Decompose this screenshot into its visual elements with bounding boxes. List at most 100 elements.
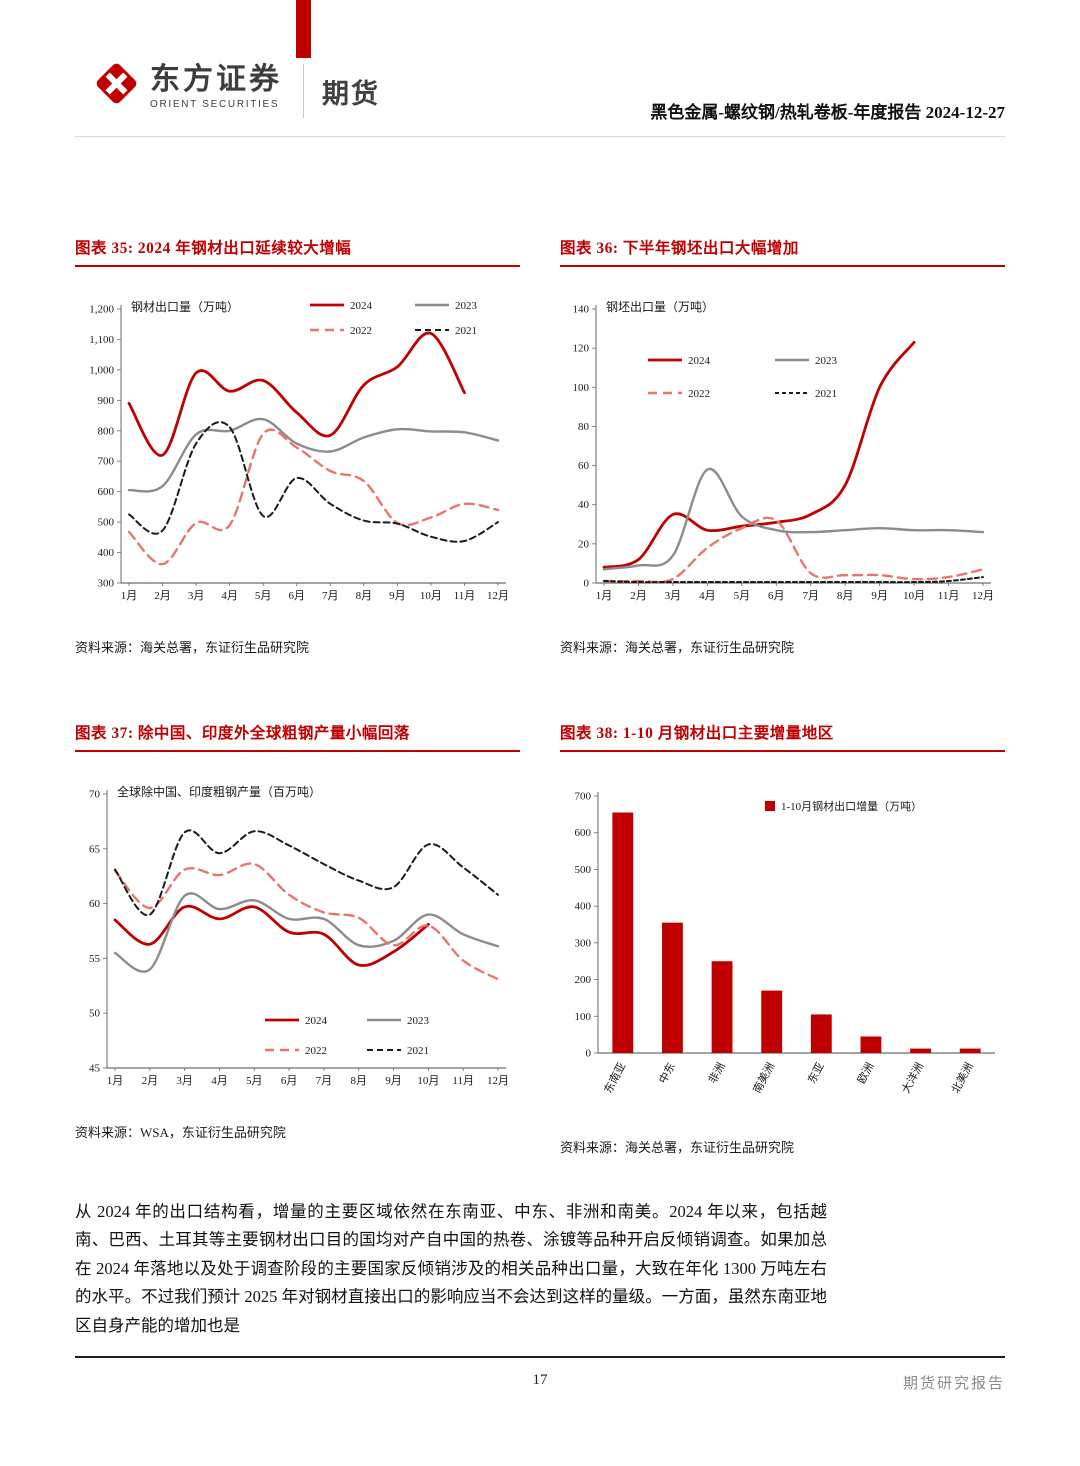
svg-text:8月: 8月 (356, 590, 373, 602)
svg-text:2022: 2022 (688, 388, 710, 400)
svg-text:2022: 2022 (305, 1045, 327, 1057)
section-label: 期货 (322, 79, 380, 109)
svg-text:钢材出口量（万吨）: 钢材出口量（万吨） (131, 300, 239, 314)
svg-text:9月: 9月 (385, 1075, 402, 1087)
svg-text:6月: 6月 (768, 590, 785, 602)
svg-text:7月: 7月 (802, 590, 819, 602)
svg-text:1,100: 1,100 (89, 334, 114, 346)
svg-text:500: 500 (98, 517, 115, 529)
global-crude-steel-output-line-chart: 45 50 55 60 65 70 全球除中国、印度粗钢产量（百万吨） 1月 2月 3月 4月 5月 6… (89, 784, 509, 1087)
svg-text:全球除中国、印度粗钢产量（百万吨）: 全球除中国、印度粗钢产量（百万吨） (117, 784, 321, 799)
svg-text:4月: 4月 (699, 590, 716, 602)
footer-rule (75, 1356, 1005, 1358)
svg-text:0: 0 (586, 1048, 592, 1060)
svg-text:11月: 11月 (454, 590, 476, 602)
svg-text:南美洲: 南美洲 (750, 1060, 777, 1095)
svg-text:5月: 5月 (734, 590, 751, 602)
figures-grid: 图表 35: 2024 年钢材出口延续较大增幅 300 400 500 600 700 8… (75, 236, 1005, 1156)
svg-text:100: 100 (573, 382, 590, 394)
svg-text:4月: 4月 (221, 590, 238, 602)
svg-text:10月: 10月 (903, 590, 925, 602)
svg-text:55: 55 (89, 953, 101, 965)
svg-text:600: 600 (98, 486, 115, 498)
footer-report-type-label: 期货研究报告 (902, 1376, 1005, 1392)
svg-text:700: 700 (575, 791, 592, 803)
svg-text:欧洲: 欧洲 (855, 1060, 877, 1086)
svg-text:120: 120 (573, 343, 590, 355)
header-rule (75, 136, 1005, 137)
svg-text:7月: 7月 (316, 1075, 333, 1087)
svg-text:5月: 5月 (246, 1075, 262, 1087)
svg-text:50: 50 (89, 1008, 101, 1020)
billet-export-volume-line-chart: 0 20 40 60 80 100 120 140 钢坯出口量（万吨） 1月 2月 3月 4月 5月 6月 7… (573, 300, 995, 602)
svg-text:4月: 4月 (211, 1075, 228, 1087)
svg-text:3月: 3月 (176, 1075, 193, 1087)
svg-text:2023: 2023 (815, 355, 838, 367)
svg-text:1,000: 1,000 (89, 364, 114, 376)
svg-text:45: 45 (89, 1063, 101, 1075)
page-number: 17 (532, 1372, 548, 1388)
svg-text:1月: 1月 (596, 590, 613, 602)
figure-38: 图表 38: 1-10 月钢材出口主要增量地区 0 100 200 300 400 500… (560, 721, 1005, 1156)
orient-securities-logo-icon (96, 63, 137, 104)
svg-text:2023: 2023 (455, 300, 478, 312)
svg-text:2024: 2024 (350, 300, 373, 312)
export-increment-by-region-bar-chart: 0 100 200 300 400 500 600 700 东南亚 中东 非洲 南美洲 东亚 欧洲 大洋洲北… (575, 791, 995, 1096)
svg-text:12月: 12月 (487, 1075, 509, 1087)
svg-text:100: 100 (575, 1011, 592, 1023)
svg-text:东亚: 东亚 (805, 1060, 827, 1086)
svg-text:80: 80 (578, 421, 590, 433)
svg-text:10月: 10月 (417, 1075, 439, 1087)
svg-text:400: 400 (98, 547, 115, 559)
svg-text:2月: 2月 (154, 590, 171, 602)
brand-name-cn: 东方证券 (150, 63, 282, 96)
svg-text:140: 140 (573, 304, 590, 316)
svg-text:200: 200 (575, 974, 592, 986)
svg-text:5月: 5月 (255, 590, 272, 602)
svg-text:40: 40 (578, 499, 590, 511)
svg-text:700: 700 (98, 456, 115, 468)
figure-36-source: 资料来源：海关总署，东证衍生品研究院 (560, 640, 795, 655)
svg-text:300: 300 (575, 937, 592, 949)
svg-text:11月: 11月 (452, 1075, 474, 1087)
svg-text:3月: 3月 (665, 590, 682, 602)
header-divider (303, 64, 304, 118)
svg-text:2月: 2月 (142, 1075, 159, 1087)
svg-text:3月: 3月 (188, 590, 205, 602)
figure-37: 图表 37: 除中国、印度外全球粗钢产量小幅回落 45 50 55 60 65 70 全球除… (75, 721, 520, 1156)
svg-text:12月: 12月 (972, 590, 994, 602)
svg-text:北美洲: 北美洲 (949, 1060, 976, 1095)
report-title: 黑色金属-螺纹钢/热轧卷板-年度报告 2024-12-27 (650, 103, 1005, 122)
svg-text:8月: 8月 (837, 590, 854, 602)
svg-text:2024: 2024 (688, 355, 711, 367)
svg-text:11月: 11月 (938, 590, 960, 602)
svg-text:2022: 2022 (350, 325, 372, 337)
svg-text:65: 65 (89, 843, 101, 855)
svg-text:300: 300 (98, 578, 115, 590)
svg-text:2021: 2021 (815, 388, 837, 400)
svg-text:中东: 中东 (656, 1060, 678, 1086)
svg-text:500: 500 (575, 864, 592, 876)
figure-37-source: 资料来源：WSA，东证衍生品研究院 (75, 1125, 286, 1140)
svg-text:7月: 7月 (322, 590, 339, 602)
figure-36: 图表 36: 下半年钢坯出口大幅增加 0 20 40 60 80 100 120 140 钢坯出… (560, 236, 1005, 656)
svg-text:钢坯出口量（万吨）: 钢坯出口量（万吨） (606, 300, 714, 314)
svg-text:8月: 8月 (350, 1075, 367, 1087)
figure-38-title: 图表 38: 1-10 月钢材出口主要增量地区 (560, 721, 1005, 752)
svg-text:大洋洲: 大洋洲 (898, 1060, 926, 1096)
svg-text:9月: 9月 (871, 590, 888, 602)
svg-text:非洲: 非洲 (706, 1060, 728, 1086)
svg-text:2021: 2021 (455, 325, 477, 337)
figure-35-source: 资料来源：海关总署，东证衍生品研究院 (75, 640, 310, 655)
svg-text:20: 20 (578, 538, 590, 550)
svg-text:0: 0 (584, 578, 590, 590)
body-paragraph: 从 2024 年的出口结构看，增量的主要区域依然在东南亚、中东、非洲和南美。20… (75, 1202, 827, 1335)
figure-36-title: 图表 36: 下半年钢坯出口大幅增加 (560, 236, 1005, 267)
figure-38-source: 资料来源：海关总署，东证衍生品研究院 (560, 1140, 795, 1155)
svg-text:10月: 10月 (420, 590, 442, 602)
header-red-flag (296, 0, 311, 58)
brand-text: 东方证券 ORIENT SECURITIES (150, 63, 282, 110)
svg-text:6月: 6月 (281, 1075, 298, 1087)
svg-text:1,200: 1,200 (89, 304, 114, 316)
